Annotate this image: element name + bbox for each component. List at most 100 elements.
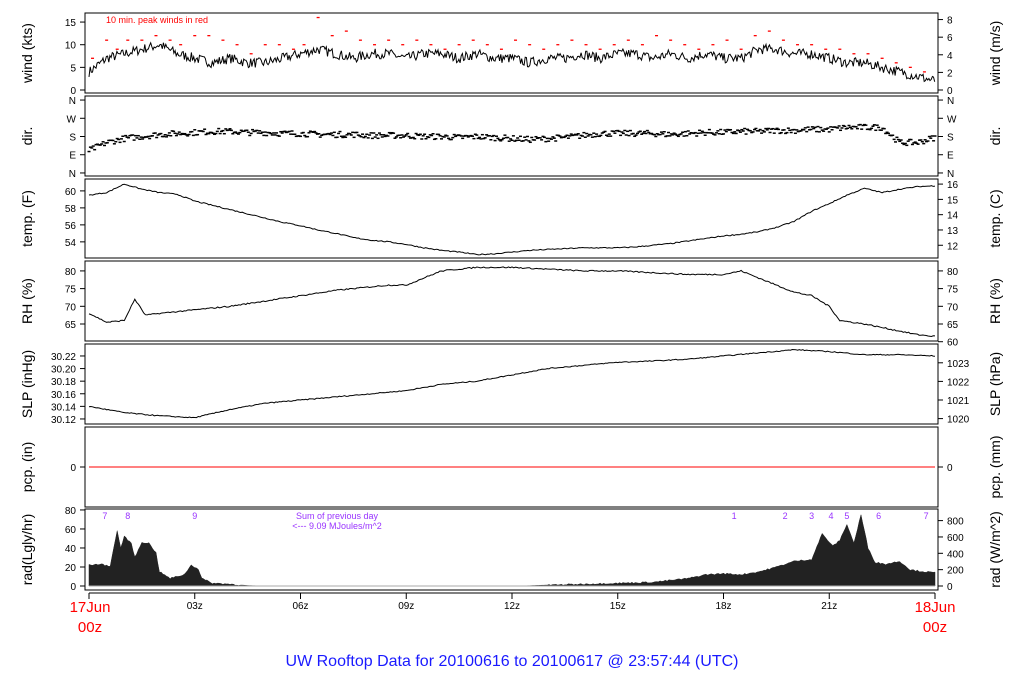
hour-marker: 7 [924,511,929,521]
daily-sum-annotation: <--- 9.09 MJoules/m^2 [292,521,382,531]
y-axis-label: temp. (F) [19,190,35,247]
y-right-tick-label: 65 [947,320,959,331]
y-axis-label-right: wind (m/s) [987,21,1003,87]
panel-frame [84,508,939,591]
hour-marker: 1 [732,511,737,521]
y-right-tick-label: 16 [947,180,959,191]
y-tick-label: 30.12 [51,415,76,426]
y-right-tick-label: 12 [947,241,959,252]
y-tick-label: 30.16 [51,390,76,401]
end-date: 18Jun [915,599,956,616]
y-tick-label: 5 [70,63,76,74]
end-time: 00z [923,619,947,636]
panel-rh: 65 70 75 80 60 65 70 75 80 RH (%) RH (%) [19,260,1003,349]
y-tick-label: 80 [65,267,77,278]
y-right-tick-label: 1022 [947,377,970,388]
relative-humidity-line [88,266,936,338]
y-tick-label: 0 [70,86,76,97]
hour-marker: 6 [876,511,881,521]
hour-marker: 5 [844,511,849,521]
panel-frame [84,260,939,342]
panel-frame [84,178,939,259]
y-right-tick-label: 1020 [947,415,970,426]
y-axis-label: RH (%) [19,278,35,324]
radiation-area [88,514,936,587]
y-axis-label: wind (kts) [19,23,35,84]
y-tick-label: 15 [65,18,77,29]
start-date: 17Jun [70,599,111,616]
y-right-tick-label: 0 [947,582,953,593]
y-axis-label: rad(Lgly/hr) [19,514,35,586]
y-right-tick-label: 70 [947,302,959,313]
wind-line [88,41,936,83]
panel-wind: 0 5 10 15 0 2 4 6 8 wind (kts) wind (m/s) 10 min. p… [19,12,1003,97]
y-tick-label: 30.18 [51,377,76,388]
chart-title: UW Rooftop Data for 20100616 to 20100617… [286,653,739,670]
hour-marker: 9 [192,511,197,521]
x-tick-label: 12z [504,601,520,612]
y-right-tick-label: S [947,133,954,144]
y-axis-label-right: RH (%) [987,278,1003,324]
y-tick-label: 10 [65,41,77,52]
hour-marker: 4 [829,511,834,521]
panel-frame [84,12,939,94]
y-tick-label: 54 [65,238,77,249]
sea-level-pressure-line [88,348,936,419]
x-tick-label: 03z [187,601,203,612]
y-tick-label: 30.22 [51,352,76,363]
x-tick-label: 15z [610,601,626,612]
y-right-tick-label: 800 [947,517,964,528]
y-tick-label: 20 [65,563,77,574]
y-tick-label: 60 [65,187,77,198]
panel-frame [84,95,939,177]
y-axis-label: SLP (inHg) [19,350,35,418]
y-tick-label: 0 [70,463,76,474]
y-right-tick-label: 0 [947,86,953,97]
y-right-tick-label: 2 [947,68,953,79]
y-axis-label-right: temp. (C) [987,189,1003,247]
y-right-tick-label: 1021 [947,396,970,407]
y-axis-label: dir. [19,127,35,146]
y-tick-label: 40 [65,544,77,555]
y-tick-label: 70 [65,302,77,313]
hour-marker: 3 [809,511,814,521]
y-tick-label: 75 [65,285,77,296]
panel-temp: 54 56 58 60 12 13 14 15 16 temp. (F) temp. (C) [19,178,1003,259]
y-right-tick-label: 200 [947,566,964,577]
y-right-tick-label: 400 [947,549,964,560]
y-right-tick-label: 60 [947,338,959,349]
y-tick-label: 58 [65,204,77,215]
start-time: 00z [78,619,102,636]
temperature-line [88,183,936,256]
hour-marker: 2 [783,511,788,521]
y-right-tick-label: N [947,169,954,180]
y-tick-label: 0 [70,582,76,593]
x-axis: 03z 06z 09z 12z 15z 18z 21z [88,592,936,612]
y-tick-label: S [69,133,76,144]
x-tick-label: 06z [292,601,308,612]
y-right-tick-label: 4 [947,51,953,62]
y-axis-label-right: dir. [987,127,1003,146]
panel-pcp: 0 0 pcp. (in) pcp. (mm) [19,426,1003,508]
y-tick-label: N [69,169,76,180]
y-right-tick-label: 75 [947,285,959,296]
y-tick-label: 80 [65,506,77,517]
peak-wind-annotation: 10 min. peak winds in red [106,15,208,25]
y-right-tick-label: 8 [947,16,953,27]
y-tick-label: 56 [65,221,77,232]
y-right-tick-label: 13 [947,226,959,237]
panel-frame [84,343,939,425]
x-tick-label: 18z [715,601,731,612]
y-right-tick-label: N [947,96,954,107]
y-axis-label-right: pcp. (mm) [987,436,1003,499]
y-right-tick-label: W [947,114,957,125]
x-tick-label: 21z [821,601,837,612]
y-tick-label: 30.20 [51,365,76,376]
y-tick-label: N [69,96,76,107]
y-tick-label: 60 [65,525,77,536]
y-right-tick-label: 15 [947,195,959,206]
